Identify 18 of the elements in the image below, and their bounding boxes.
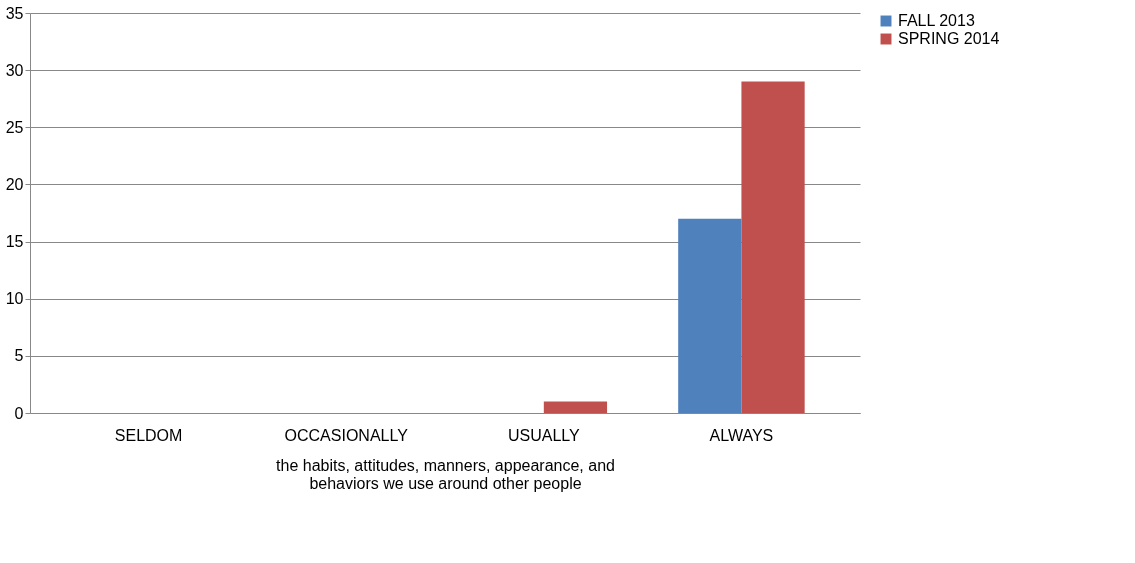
x-tick-label: USUALLY — [507, 426, 580, 444]
y-tick-label: 35 — [5, 4, 24, 22]
bar — [741, 81, 805, 413]
y-tick-label: 5 — [14, 347, 24, 365]
bar — [543, 401, 608, 413]
y-tick-label: 0 — [14, 404, 24, 422]
x-tick-label: OCCASIONALLY — [284, 426, 409, 444]
y-tick-label: 30 — [5, 61, 24, 79]
x-tick-label: ALWAYS — [709, 426, 774, 444]
y-tick-label: 20 — [5, 175, 24, 193]
legend-label: SPRING 2014 — [898, 30, 1000, 47]
x-axis-title: the habits, attitudes, manners, appearance, and behaviors we use around other people — [276, 456, 615, 492]
y-tick-label: 15 — [5, 233, 24, 251]
x-tick-label: SELDOM — [114, 426, 183, 444]
y-tick-label: 25 — [5, 118, 24, 136]
legend-label: FALL 2013 — [898, 12, 975, 29]
y-tick-label: 10 — [5, 290, 24, 308]
bar — [678, 218, 742, 413]
